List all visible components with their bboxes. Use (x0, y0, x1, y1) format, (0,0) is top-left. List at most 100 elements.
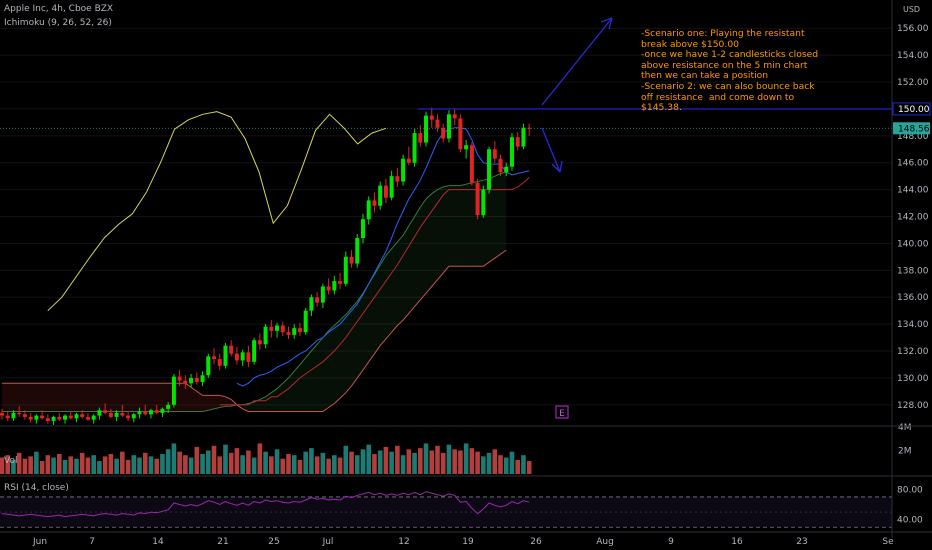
price-tick-label: 144.00 (897, 186, 929, 196)
volume-legend[interactable]: Vol (4, 456, 18, 466)
volume-bar (515, 459, 520, 474)
cloud-segment (420, 199, 427, 300)
volume-bar (11, 459, 16, 474)
earnings-badge-frame (555, 405, 569, 419)
volume-bar (412, 452, 417, 474)
cloud-segment (105, 383, 111, 412)
cloud-segment (374, 264, 381, 354)
cloud-segment (196, 391, 203, 412)
candle-body (177, 376, 182, 381)
cloud-segment (340, 314, 346, 399)
volume-pane[interactable]: 4M 2M (0, 423, 912, 474)
volume-bar (269, 456, 274, 474)
indicator-legend[interactable]: Ichimoku (9, 26, 52, 26) (4, 18, 112, 28)
cloud-segment (391, 242, 398, 333)
time-tick-label: 7 (89, 537, 95, 547)
candle-body (269, 326, 274, 331)
volume-bar (165, 449, 171, 474)
cloud-segment (30, 383, 37, 412)
rsi-pane[interactable]: 80.00 40.00 (0, 485, 923, 528)
ichimoku-cloud (2, 171, 507, 412)
cloud-segment (328, 325, 335, 408)
candlesticks[interactable] (0, 107, 532, 425)
cloud-segment (305, 351, 312, 412)
time-tick-label: 14 (152, 537, 164, 547)
cloud-segment (431, 189, 438, 287)
candle-body (424, 115, 429, 143)
volume-bar (332, 455, 337, 474)
candle-body (5, 415, 10, 419)
volume-bar (469, 448, 475, 474)
volume-bar (280, 458, 286, 474)
volume-bar (211, 445, 217, 474)
price-tick-label: 140.00 (897, 239, 929, 249)
cloud-segment (19, 383, 25, 412)
currency-label[interactable]: USD (903, 5, 921, 14)
volume-bar (274, 449, 280, 474)
candle-body (389, 176, 394, 198)
candle-body (126, 415, 131, 419)
candle-body (63, 415, 68, 420)
analysis-annotation[interactable]: -Scenario one: Playing the resistant bre… (641, 28, 819, 114)
volume-bar (521, 455, 526, 474)
volume-bar (400, 455, 406, 474)
cloud-segment (362, 283, 369, 370)
cloud-segment (179, 383, 186, 412)
volume-bar (303, 451, 308, 474)
price-tick-label: 154.00 (897, 51, 929, 61)
candle-body (509, 137, 514, 167)
volume-bar (498, 455, 503, 474)
candle-body (11, 412, 16, 419)
cloud-segment (489, 176, 495, 263)
rsi-tick-label: 40.00 (897, 516, 923, 526)
candle-body (292, 328, 297, 335)
volume-bar (62, 459, 68, 474)
candle-body (85, 416, 90, 420)
volume-bar (234, 448, 240, 474)
candle-body (441, 127, 446, 139)
candle-body (469, 145, 474, 183)
price-tick-label: 138.00 (897, 266, 929, 276)
cloud-segment (443, 185, 449, 274)
volume-bar (120, 451, 125, 474)
candle-body (80, 414, 85, 417)
candle-body (223, 345, 228, 366)
cloud-segment (248, 402, 255, 412)
cloud-segment (380, 255, 386, 346)
volume-bar (440, 452, 446, 474)
cloud-segment (139, 383, 146, 412)
symbol-title[interactable]: Apple Inc, 4h, Cboe BZX (4, 4, 114, 14)
time-tick-label: 21 (217, 537, 228, 547)
volume-bar (395, 445, 400, 474)
cloud-segment (65, 383, 71, 412)
candle-body (263, 326, 268, 345)
time-tick-label: 16 (731, 537, 743, 547)
time-tick-label: Aug (596, 537, 614, 547)
volume-bar (446, 444, 452, 474)
cloud-segment (426, 193, 432, 294)
volume-bar (57, 454, 62, 474)
cloud-segment (254, 399, 260, 412)
cloud-segment (13, 383, 20, 412)
candle-body (189, 377, 194, 384)
bullish-scenario-arrow (541, 17, 613, 106)
time-tick-label: 23 (796, 537, 807, 547)
price-tick-label: 156.00 (897, 24, 929, 34)
rsi-legend[interactable]: RSI (14, close) (4, 483, 69, 493)
volume-bar (102, 456, 108, 474)
cloud-segment (185, 383, 192, 412)
candle-body (435, 119, 440, 128)
volume-bar (194, 446, 200, 474)
cloud-segment (500, 172, 507, 255)
bearish-arrowhead (551, 160, 563, 173)
price-tick-label: 152.00 (897, 78, 929, 88)
candle-body (429, 115, 434, 120)
cloud-segment (414, 207, 421, 307)
candle-body (527, 127, 532, 129)
cloud-segment (214, 395, 220, 409)
cloud-segment (408, 216, 415, 314)
drawings[interactable]: E (0, 17, 892, 419)
volume-bar (91, 455, 96, 474)
volume-bar (22, 458, 28, 474)
